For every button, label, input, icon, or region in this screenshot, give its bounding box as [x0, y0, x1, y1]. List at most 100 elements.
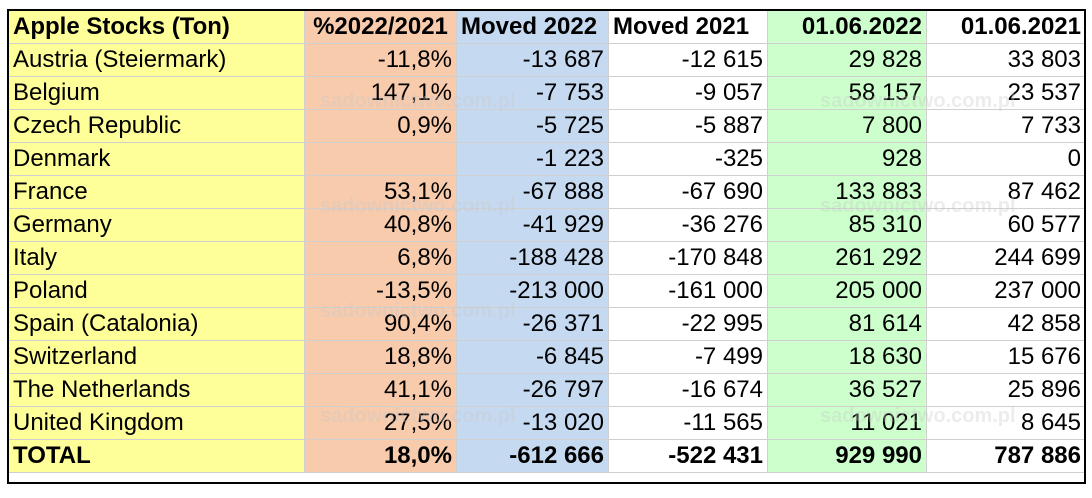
- cell-percent-change: 27,5%: [304, 406, 457, 440]
- cell-moved-2022: -5 725: [456, 109, 609, 143]
- cell-moved-2021: -12 615: [608, 43, 768, 77]
- cell-stock-2021: 244 699: [926, 241, 1086, 275]
- cell-percent-change: 18,8%: [304, 340, 457, 374]
- cell-moved-2022: -7 753: [456, 76, 609, 110]
- cell-stock-2021: 7 733: [926, 109, 1086, 143]
- cell-moved-2021: -7 499: [608, 340, 768, 374]
- table-row: France 53,1% -67 888 -67 690 133 883 87 462: [8, 175, 1086, 209]
- cell-country: Spain (Catalonia): [8, 307, 305, 341]
- cell-stock-2022: 81 614: [767, 307, 927, 341]
- cell-percent-change: -11,8%: [304, 43, 457, 77]
- cell-stock-2021: 0: [926, 142, 1086, 176]
- cell-stock-2022: 261 292: [767, 241, 927, 275]
- total-percent-change: 18,0%: [304, 439, 457, 473]
- table-row: Austria (Steiermark) -11,8% -13 687 -12 615…: [8, 43, 1086, 77]
- header-row: Apple Stocks (Ton) %2022/2021 Moved 2022…: [8, 10, 1086, 44]
- cell-moved-2022: -41 929: [456, 208, 609, 242]
- cell-country: Czech Republic: [8, 109, 305, 143]
- cell-stock-2021: 60 577: [926, 208, 1086, 242]
- cell-stock-2022: 11 021: [767, 406, 927, 440]
- cell-country: Austria (Steiermark): [8, 43, 305, 77]
- cell-stock-2021: 15 676: [926, 340, 1086, 374]
- cell-stock-2021: 25 896: [926, 373, 1086, 407]
- cell-moved-2021: -22 995: [608, 307, 768, 341]
- header-stock-2021: 01.06.2021: [926, 10, 1086, 44]
- cell-stock-2022: 205 000: [767, 274, 927, 308]
- cell-stock-2021: 23 537: [926, 76, 1086, 110]
- table-row: Czech Republic 0,9% -5 725 -5 887 7 800 7 733: [8, 109, 1086, 143]
- cell-percent-change: 41,1%: [304, 373, 457, 407]
- cell-moved-2021: -36 276: [608, 208, 768, 242]
- table-row: United Kingdom 27,5% -13 020 -11 565 11 021 8…: [8, 406, 1086, 440]
- table-row: Poland -13,5% -213 000 -161 000 205 000 237 0…: [8, 274, 1086, 308]
- cell-percent-change: -13,5%: [304, 274, 457, 308]
- total-country: TOTAL: [8, 439, 305, 473]
- cell-moved-2022: -188 428: [456, 241, 609, 275]
- cell-moved-2022: -26 371: [456, 307, 609, 341]
- cell-moved-2022: -13 020: [456, 406, 609, 440]
- cell-stock-2022: 36 527: [767, 373, 927, 407]
- total-stock-2021: 787 886: [926, 439, 1086, 473]
- cell-country: Poland: [8, 274, 305, 308]
- cell-percent-change: 147,1%: [304, 76, 457, 110]
- cell-moved-2021: -9 057: [608, 76, 768, 110]
- cell-moved-2022: -26 797: [456, 373, 609, 407]
- header-stock-2022: 01.06.2022: [767, 10, 927, 44]
- cell-stock-2021: 42 858: [926, 307, 1086, 341]
- header-percent-change: %2022/2021: [304, 10, 457, 44]
- cell-moved-2022: -1 223: [456, 142, 609, 176]
- cell-moved-2021: -67 690: [608, 175, 768, 209]
- cell-moved-2021: -16 674: [608, 373, 768, 407]
- cell-percent-change: 53,1%: [304, 175, 457, 209]
- table-row: Denmark -1 223 -325 928 0: [8, 142, 1086, 176]
- cell-country: Switzerland: [8, 340, 305, 374]
- table-row: Germany 40,8% -41 929 -36 276 85 310 60 577: [8, 208, 1086, 242]
- total-row: TOTAL 18,0% -612 666 -522 431 929 990 787 886: [8, 439, 1086, 473]
- cell-country: Germany: [8, 208, 305, 242]
- cell-stock-2022: 85 310: [767, 208, 927, 242]
- total-stock-2022: 929 990: [767, 439, 927, 473]
- stocks-table-container: Apple Stocks (Ton) %2022/2021 Moved 2022…: [8, 10, 1086, 473]
- table-row: Spain (Catalonia) 90,4% -26 371 -22 995 81 6…: [8, 307, 1086, 341]
- cell-percent-change: 40,8%: [304, 208, 457, 242]
- cell-country: The Netherlands: [8, 373, 305, 407]
- cell-percent-change: 0,9%: [304, 109, 457, 143]
- cell-country: Belgium: [8, 76, 305, 110]
- cell-stock-2021: 87 462: [926, 175, 1086, 209]
- total-moved-2021: -522 431: [608, 439, 768, 473]
- table-row: The Netherlands 41,1% -26 797 -16 674 36 527…: [8, 373, 1086, 407]
- cell-stock-2022: 29 828: [767, 43, 927, 77]
- table-row: Italy 6,8% -188 428 -170 848 261 292 244 699: [8, 241, 1086, 275]
- cell-stock-2022: 58 157: [767, 76, 927, 110]
- cell-percent-change: [304, 142, 457, 176]
- cell-country: Italy: [8, 241, 305, 275]
- cell-stock-2022: 7 800: [767, 109, 927, 143]
- cell-stock-2022: 928: [767, 142, 927, 176]
- apple-stocks-table: Apple Stocks (Ton) %2022/2021 Moved 2022…: [8, 10, 1086, 473]
- cell-moved-2021: -325: [608, 142, 768, 176]
- cell-stock-2021: 8 645: [926, 406, 1086, 440]
- cell-percent-change: 90,4%: [304, 307, 457, 341]
- total-moved-2022: -612 666: [456, 439, 609, 473]
- cell-stock-2022: 18 630: [767, 340, 927, 374]
- cell-country: France: [8, 175, 305, 209]
- table-row: Belgium 147,1% -7 753 -9 057 58 157 23 537: [8, 76, 1086, 110]
- cell-moved-2022: -213 000: [456, 274, 609, 308]
- header-moved-2022: Moved 2022: [456, 10, 609, 44]
- cell-country: Denmark: [8, 142, 305, 176]
- cell-moved-2022: -67 888: [456, 175, 609, 209]
- cell-moved-2021: -161 000: [608, 274, 768, 308]
- header-moved-2021: Moved 2021: [608, 10, 768, 44]
- cell-stock-2022: 133 883: [767, 175, 927, 209]
- cell-country: United Kingdom: [8, 406, 305, 440]
- table-row: Switzerland 18,8% -6 845 -7 499 18 630 15 676: [8, 340, 1086, 374]
- cell-percent-change: 6,8%: [304, 241, 457, 275]
- header-country: Apple Stocks (Ton): [8, 10, 305, 44]
- cell-moved-2022: -6 845: [456, 340, 609, 374]
- cell-moved-2021: -170 848: [608, 241, 768, 275]
- cell-stock-2021: 237 000: [926, 274, 1086, 308]
- cell-moved-2021: -5 887: [608, 109, 768, 143]
- cell-moved-2021: -11 565: [608, 406, 768, 440]
- cell-moved-2022: -13 687: [456, 43, 609, 77]
- cell-stock-2021: 33 803: [926, 43, 1086, 77]
